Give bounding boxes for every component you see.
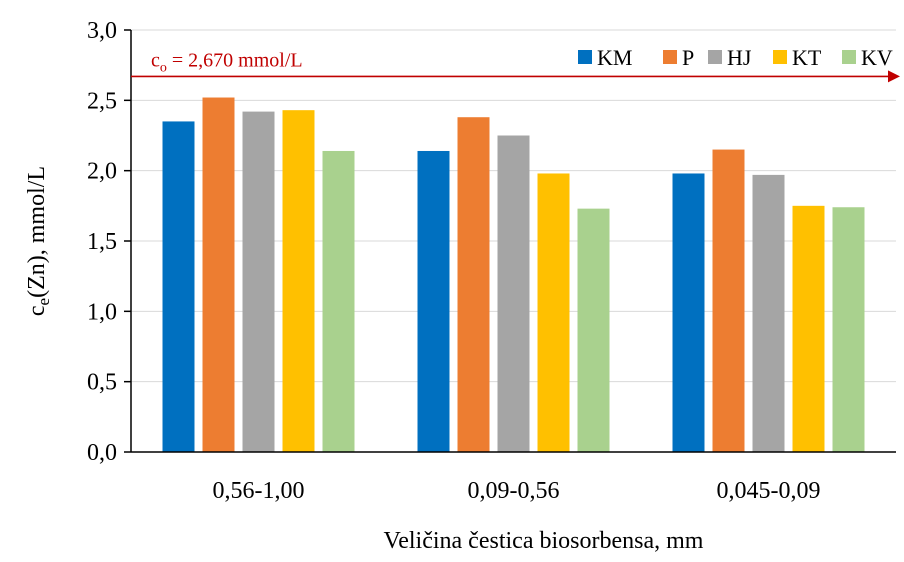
legend-swatch-hj bbox=[708, 50, 722, 64]
reference-line-label: co = 2,670 mmol/L bbox=[151, 49, 303, 75]
x-axis-label: Veličina čestica biosorbensa, mm bbox=[384, 528, 704, 554]
y-axis-label: ce(Zn), mmol/L bbox=[24, 166, 53, 316]
bar-km-2 bbox=[417, 150, 450, 452]
reference-label-sub: o bbox=[160, 60, 167, 75]
legend-swatch-kv bbox=[842, 50, 856, 64]
bar-kv-2 bbox=[577, 208, 610, 452]
y-label-sub: e bbox=[34, 298, 53, 306]
y-label-base: c bbox=[24, 305, 50, 316]
reference-label-base: c bbox=[151, 49, 160, 71]
y-tick-labels: 0,0 0,5 1,0 1,5 2,0 2,5 3,0 bbox=[87, 18, 117, 466]
y-tick-label: 1,5 bbox=[87, 229, 117, 255]
bar-kv-3 bbox=[832, 207, 865, 452]
bar-kt-3 bbox=[792, 205, 825, 452]
legend-label-km: KM bbox=[597, 45, 632, 70]
y-tick-label: 0,0 bbox=[87, 440, 117, 466]
x-tick-label: 0,045-0,09 bbox=[717, 478, 821, 504]
legend-swatch-kt bbox=[773, 50, 787, 64]
bar-km-3 bbox=[672, 173, 705, 453]
legend: KM P HJ KT KV bbox=[578, 45, 893, 70]
y-tick-label: 3,0 bbox=[87, 18, 117, 44]
y-tick-label: 0,5 bbox=[87, 370, 117, 396]
bar-p-2 bbox=[457, 117, 490, 453]
x-tick-label: 0,09-0,56 bbox=[468, 478, 560, 504]
x-tick-labels: 0,56-1,00 0,09-0,56 0,045-0,09 bbox=[213, 478, 821, 504]
reference-line-arrowhead bbox=[888, 70, 900, 83]
bars bbox=[162, 97, 865, 453]
legend-label-p: P bbox=[682, 45, 694, 70]
legend-swatch-p bbox=[663, 50, 677, 64]
bar-kt-1 bbox=[282, 110, 315, 453]
y-tick-label: 2,0 bbox=[87, 159, 117, 185]
bar-km-1 bbox=[162, 121, 195, 452]
y-tick-label: 2,5 bbox=[87, 88, 117, 114]
reference-line: co = 2,670 mmol/L bbox=[131, 49, 900, 83]
x-tick-label: 0,56-1,00 bbox=[213, 478, 305, 504]
y-tick-label: 1,0 bbox=[87, 299, 117, 325]
bar-hj-1 bbox=[242, 111, 275, 452]
legend-swatch-km bbox=[578, 50, 592, 64]
legend-label-kv: KV bbox=[861, 45, 893, 70]
legend-label-hj: HJ bbox=[727, 45, 752, 70]
bar-p-3 bbox=[712, 149, 745, 453]
reference-label-value: = 2,670 mmol/L bbox=[167, 49, 303, 71]
bar-kv-1 bbox=[322, 150, 355, 452]
bar-hj-3 bbox=[752, 174, 785, 453]
bar-p-1 bbox=[202, 97, 235, 453]
legend-label-kt: KT bbox=[792, 45, 822, 70]
bar-hj-2 bbox=[497, 135, 530, 452]
bar-kt-2 bbox=[537, 173, 570, 453]
y-label-rest: (Zn), mmol/L bbox=[24, 166, 50, 298]
